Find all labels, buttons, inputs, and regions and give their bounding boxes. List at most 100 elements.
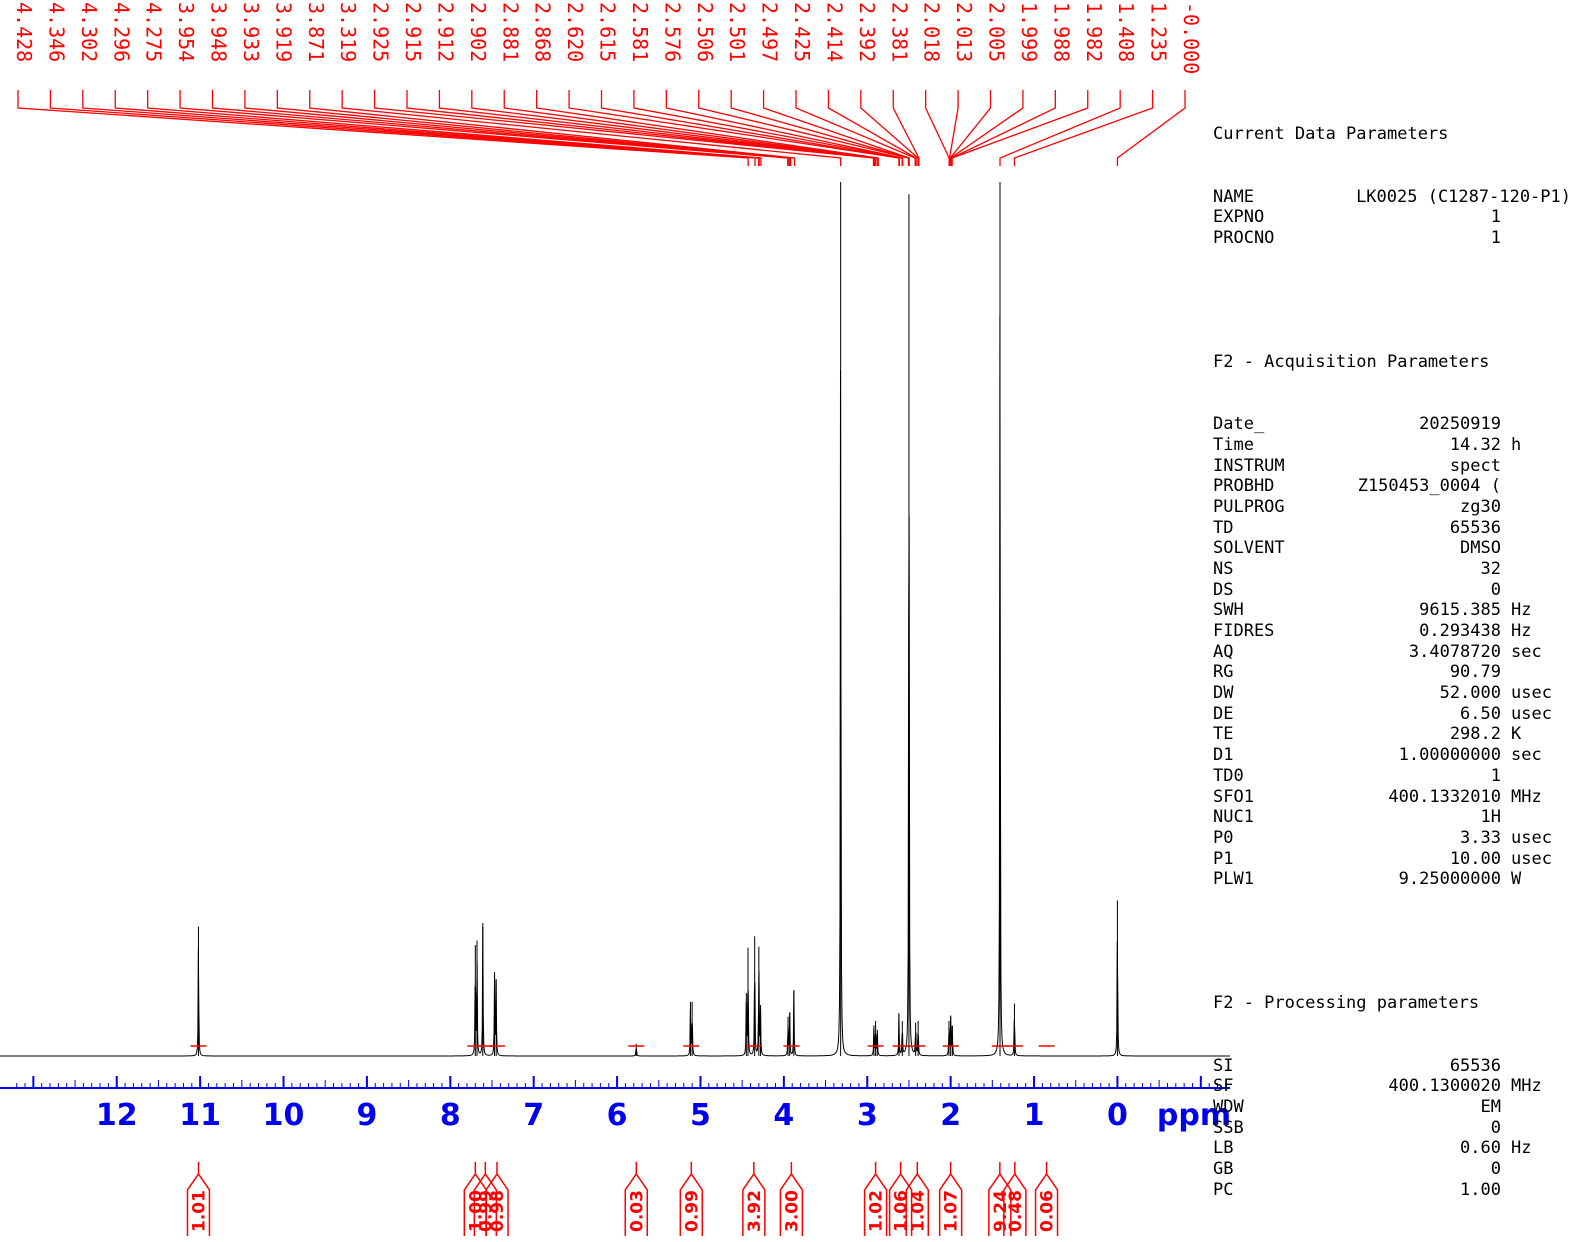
peak-leader: [951, 90, 1089, 166]
param-name: PULPROG: [1213, 496, 1285, 517]
peak-leader: [211, 90, 789, 166]
peak-leader: [276, 90, 792, 166]
peak-leader: [762, 90, 910, 166]
peak-shift-label: 3.919: [271, 2, 295, 62]
param-name: TE: [1213, 724, 1234, 745]
acquisition-param-row: SOLVENT DMSO: [1213, 538, 1571, 559]
peak-leader: [950, 90, 1024, 166]
param-name: P0: [1213, 827, 1234, 848]
peak-leader: [999, 90, 1121, 166]
param-name: SI: [1213, 1055, 1234, 1076]
peak-leader: [827, 90, 917, 166]
param-value: 1.00: [1460, 1179, 1501, 1200]
peak-shift-label: 3.319: [336, 2, 360, 62]
param-name: EXPNO: [1213, 207, 1265, 228]
peak-shift-label: 2.881: [498, 2, 522, 62]
x-tick-label: 12: [96, 1098, 138, 1133]
x-tick-label: 9: [356, 1098, 377, 1133]
param-value: 90.79: [1449, 662, 1501, 683]
param-value: DMSO: [1460, 538, 1501, 559]
param-unit: usec: [1511, 683, 1552, 704]
peak-shift-label: 2.005: [985, 2, 1009, 62]
peak-shift-label: 2.912: [433, 2, 457, 62]
acquisition-params-rows: Date_ 20250919 Time 14.32 h INSTRUM spect PROBH…: [1213, 414, 1571, 890]
acquisition-param-row: TE 298.2 K: [1213, 724, 1571, 745]
peak-leader: [1013, 90, 1154, 166]
peak-leader: [600, 90, 901, 166]
acquisition-param-row: Time 14.32 h: [1213, 435, 1571, 456]
param-name: DW: [1213, 683, 1234, 704]
x-tick-label: 2: [940, 1098, 961, 1133]
param-name: DE: [1213, 703, 1234, 724]
param-value: 0: [1490, 579, 1501, 600]
parameters-panel: Current Data Parameters NAME LK0025 (C128…: [1213, 83, 1571, 1221]
param-unit: sec: [1511, 745, 1542, 766]
peak-leader: [536, 90, 879, 166]
param-unit: MHz: [1511, 1076, 1542, 1097]
param-name: SF: [1213, 1076, 1234, 1097]
peak-shift-label: 4.296: [109, 2, 133, 62]
integral-value-label: 0.03: [627, 1190, 647, 1232]
acquisition-param-row: TD 65536: [1213, 518, 1571, 539]
peak-leader: [471, 90, 877, 166]
param-value: 1: [1490, 765, 1501, 786]
param-value: Z150453_0004 (: [1357, 476, 1501, 497]
param-value: 0: [1490, 1117, 1501, 1138]
processing-params-header: F2 - Processing parameters: [1213, 993, 1480, 1014]
param-unit: Hz: [1511, 1138, 1532, 1159]
param-name: TD: [1213, 517, 1234, 538]
peak-shift-label: 2.018: [920, 2, 944, 62]
peak-leader: [1116, 90, 1186, 166]
peak-shift-label: 3.954: [174, 2, 198, 62]
param-value: 1: [1490, 207, 1501, 228]
param-value: 9.25000000: [1398, 869, 1501, 890]
param-value: 1H: [1480, 807, 1501, 828]
spectrum-trace: [0, 314, 1230, 1057]
x-tick-label: 10: [263, 1098, 305, 1133]
x-tick-label: 8: [440, 1098, 461, 1133]
param-name: PC: [1213, 1179, 1234, 1200]
peak-leader: [948, 90, 959, 166]
param-name: GB: [1213, 1159, 1234, 1179]
param-name: WDW: [1213, 1096, 1244, 1117]
peak-leader: [309, 90, 796, 166]
acquisition-param-row: D1 1.00000000 sec: [1213, 745, 1571, 766]
param-value: 52.000: [1439, 683, 1501, 704]
processing-params-rows: SI 65536 SF 400.1300020 MHz WDW EM SSB 0 LB 0.60 Hz…: [1213, 1056, 1571, 1201]
acquisition-param-row: PLW1 9.25000000 W: [1213, 869, 1571, 890]
current-params-header: Current Data Parameters: [1213, 124, 1449, 145]
peak-shift-label: 2.868: [531, 2, 555, 62]
peak-shift-label: 4.302: [77, 2, 101, 62]
x-tick-label: 3: [857, 1098, 878, 1133]
param-value: 3.33: [1460, 827, 1501, 848]
acquisition-param-row: PULPROG zg30: [1213, 497, 1571, 518]
peak-leader: [860, 90, 919, 166]
acquisition-param-row: Date_ 20250919: [1213, 414, 1571, 435]
acquisition-param-row: FIDRES 0.293438 Hz: [1213, 621, 1571, 642]
param-name: P1: [1213, 848, 1234, 869]
peak-leader: [665, 90, 904, 166]
param-name: INSTRUM: [1213, 455, 1285, 476]
peak-shift-label: -0.000: [1179, 2, 1203, 74]
param-value: 14.32: [1449, 434, 1501, 455]
peak-shift-label: 2.576: [660, 2, 684, 62]
acquisition-param-row: AQ 3.4078720 sec: [1213, 642, 1571, 663]
param-value: 400.1332010: [1388, 786, 1501, 807]
acquisition-param-row: SFO1 400.1332010 MHz: [1213, 787, 1571, 808]
param-value: 65536: [1449, 517, 1501, 538]
param-unit: usec: [1511, 848, 1552, 869]
peak-shift-label: 1.988: [1049, 2, 1073, 62]
acquisition-param-row: P1 10.00 usec: [1213, 849, 1571, 870]
peak-shift-label: 2.620: [563, 2, 587, 62]
peak-leader: [438, 90, 876, 166]
param-name: FIDRES: [1213, 621, 1275, 642]
param-unit: Hz: [1511, 600, 1532, 621]
integral-value-label: 0.98: [488, 1190, 508, 1232]
peak-leader: [892, 90, 920, 166]
param-name: PROBHD: [1213, 476, 1275, 497]
param-value: 32: [1480, 558, 1501, 579]
peak-leader: [373, 90, 875, 166]
param-value: 1: [1490, 227, 1501, 248]
peak-leader: [503, 90, 878, 166]
processing-param-row: PC 1.00: [1213, 1180, 1571, 1201]
